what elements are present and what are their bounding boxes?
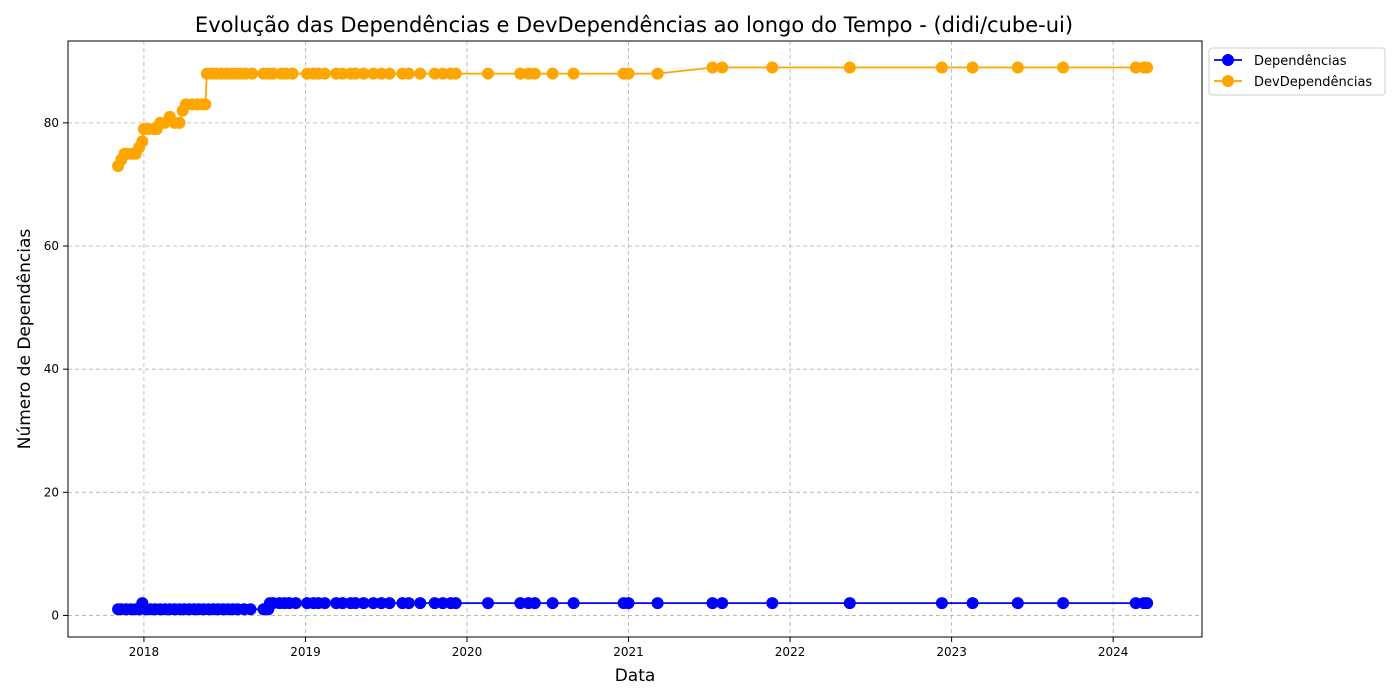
- data-point-dependencias: [318, 597, 331, 610]
- data-point-devdependencias: [766, 61, 779, 74]
- data-point-dependencias: [966, 597, 979, 610]
- data-point-dependencias: [383, 597, 396, 610]
- data-point-dependencias: [482, 597, 494, 610]
- chart-title: Evolução das Dependências e DevDependênc…: [195, 13, 1073, 37]
- data-point-devdependencias: [246, 67, 259, 80]
- data-point-devdependencias: [173, 116, 186, 129]
- plot-frame: [67, 40, 1203, 638]
- data-point-dependencias: [935, 597, 948, 610]
- data-point-devdependencias: [318, 67, 331, 80]
- data-point-devdependencias: [1057, 61, 1070, 74]
- y-tick-label: 20: [44, 485, 59, 499]
- data-point-devdependencias: [528, 67, 541, 80]
- data-point-dependencias: [622, 597, 635, 610]
- data-point-devdependencias: [136, 135, 149, 148]
- x-tick-label: 2022: [775, 645, 806, 659]
- x-tick-label: 2020: [452, 645, 483, 659]
- y-tick-label: 40: [44, 362, 59, 376]
- data-point-dependencias: [244, 603, 257, 616]
- legend: Dependências DevDependências: [1208, 47, 1386, 96]
- data-point-devdependencias: [414, 67, 427, 80]
- y-tick-label: 60: [44, 239, 59, 253]
- data-point-devdependencias: [482, 67, 494, 80]
- data-point-dependencias: [1011, 597, 1024, 610]
- data-point-devdependencias: [622, 67, 635, 80]
- data-point-devdependencias: [383, 67, 396, 80]
- data-point-devdependencias: [966, 61, 979, 74]
- data-point-dependencias: [716, 597, 729, 610]
- data-point-devdependencias: [357, 67, 370, 80]
- data-point-dependencias: [567, 597, 580, 610]
- data-point-devdependencias: [706, 61, 719, 74]
- data-point-dependencias: [289, 597, 302, 610]
- data-point-dependencias: [766, 597, 779, 610]
- data-point-dependencias: [706, 597, 719, 610]
- y-tick-label: 80: [44, 116, 59, 130]
- data-point-devdependencias: [843, 61, 856, 74]
- series-layer: [112, 61, 1154, 616]
- x-tick-label: 2019: [290, 645, 321, 659]
- data-point-dependencias: [651, 597, 664, 610]
- data-point-devdependencias: [567, 67, 580, 80]
- x-tick-label: 2024: [1098, 645, 1129, 659]
- data-point-dependencias: [528, 597, 541, 610]
- grid: [68, 41, 1202, 637]
- data-point-devdependencias: [286, 67, 299, 80]
- legend-marker-dependencias: [1222, 54, 1234, 66]
- data-point-dependencias: [357, 597, 370, 610]
- y-tick-label: 0: [51, 608, 59, 622]
- data-point-devdependencias: [1011, 61, 1024, 74]
- series-dependencias: [112, 597, 1154, 616]
- series-line-devdependencias: [117, 66, 1148, 167]
- data-point-devdependencias: [935, 61, 948, 74]
- data-point-dependencias: [843, 597, 856, 610]
- y-axis-label: Número de Dependências: [15, 229, 35, 450]
- data-point-dependencias: [402, 597, 415, 610]
- data-point-dependencias: [1057, 597, 1070, 610]
- series-devdependencias: [112, 61, 1154, 172]
- x-tick-label: 2018: [129, 645, 160, 659]
- axis-ticks: 2018 2019 2020 2021 2022 2023 2024 0 20 40 60 80: [44, 116, 1129, 659]
- legend-box: [1208, 47, 1386, 96]
- x-tick-label: 2021: [613, 645, 644, 659]
- legend-label-devdependencias: DevDependências: [1254, 75, 1372, 90]
- data-point-devdependencias: [1141, 61, 1154, 74]
- data-point-dependencias: [1141, 597, 1154, 610]
- data-point-dependencias: [546, 597, 559, 610]
- data-point-devdependencias: [546, 67, 559, 80]
- data-point-devdependencias: [449, 67, 462, 80]
- data-point-dependencias: [449, 597, 462, 610]
- x-tick-label: 2023: [936, 645, 967, 659]
- x-axis-label: Data: [615, 666, 656, 686]
- legend-marker-devdependencias: [1222, 75, 1234, 87]
- data-point-devdependencias: [716, 61, 729, 74]
- data-point-devdependencias: [199, 98, 212, 111]
- data-point-dependencias: [414, 597, 427, 610]
- data-point-devdependencias: [402, 67, 415, 80]
- legend-label-dependencias: Dependências: [1254, 54, 1347, 69]
- data-point-devdependencias: [651, 67, 664, 80]
